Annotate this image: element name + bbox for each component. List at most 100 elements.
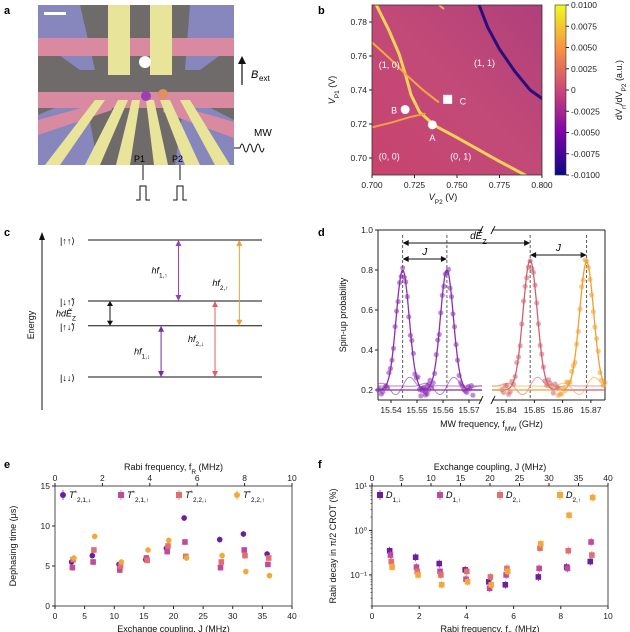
energy-level-label-0: |↑↑⟩ xyxy=(60,236,75,246)
panelE-data-point xyxy=(265,561,271,568)
d-data-point xyxy=(584,258,590,264)
transition-label-1: hf2,↑ xyxy=(212,278,228,292)
d-data-point xyxy=(579,284,585,290)
transition-label-0-part: 1,↑ xyxy=(159,272,168,279)
transition-label-2-part: hf xyxy=(134,346,143,356)
d-annotation-head-l-2 xyxy=(530,252,537,258)
d-data-point xyxy=(404,294,410,300)
panelF-legend-label-1-part: 1,↑ xyxy=(453,497,462,504)
d-data-point xyxy=(522,283,528,289)
axis-break-mark xyxy=(490,395,496,405)
panel-b-heatmap: (1, 0) (1, 1)(0, 0) (0, 1)ABC 0.700 0.725 0.… xyxy=(327,0,628,206)
panelF-data-point xyxy=(565,547,572,554)
panelE-top-axis-label: Rabi frequency, fR (MHz) xyxy=(124,462,223,476)
d-y-tick-label-0: 0.2 xyxy=(361,385,373,395)
d-y-tick-label-3: 0.8 xyxy=(361,265,373,275)
splitting-arrow-head-down xyxy=(107,320,113,326)
x-tick-label-1: 0.725 xyxy=(404,180,426,190)
panel-label-c: c xyxy=(4,227,10,239)
colorbar-tick-label-8: -0.0100 xyxy=(571,170,600,180)
panelF-top-tick-label-6: 30 xyxy=(544,473,554,483)
panelF-data-point xyxy=(537,545,543,551)
colorbar-label: dVrf/dVP2 (a.u.) xyxy=(614,60,628,120)
panelE-top-tick-label-1: 2 xyxy=(100,473,105,483)
y-tick-label-1: 0.72 xyxy=(350,119,367,129)
panelF-legend-label-3-part: D xyxy=(566,490,573,500)
panelE-y-axis-label: Dephasing time (μs) xyxy=(8,506,18,587)
splitting-label-part: Z xyxy=(72,315,76,322)
panel-c-energy-diagram: Energy|↑↑⟩|↓↑̃⟩|↑↓̃⟩|↓↓⟩hf1,↑hf2,↑hf1,↓h… xyxy=(26,232,262,410)
d-data-point xyxy=(569,368,575,375)
panelF-data-point xyxy=(487,574,494,580)
d-data-point xyxy=(400,265,406,271)
d-data-point xyxy=(430,380,436,386)
d-data-point xyxy=(504,382,510,389)
x-tick-label-0: 0.700 xyxy=(361,180,383,190)
axis-break-mark xyxy=(478,225,484,235)
d-data-point xyxy=(587,276,593,283)
y-tick-label-4: 0.78 xyxy=(350,17,367,27)
energy-axis-label: Energy xyxy=(26,310,36,339)
panelF-legend-label-3-part: 2,↑ xyxy=(573,497,582,504)
d-data-point xyxy=(519,321,525,327)
d-data-point xyxy=(574,341,580,347)
d-baseline-curve-3 xyxy=(492,376,606,396)
panelE-legend-label-1-part: T xyxy=(127,490,134,500)
d-data-point xyxy=(429,384,435,391)
y-tick-label-3: 0.76 xyxy=(350,51,367,61)
d-data-point xyxy=(537,342,543,349)
panelE-legend-label-1-part: * xyxy=(133,490,136,497)
d-annotation-label-1-part: J xyxy=(421,247,428,258)
transition-arrow-head-down-1 xyxy=(236,319,243,326)
panelE-data-point xyxy=(71,555,77,561)
panelE-x-tick-label-7: 35 xyxy=(258,611,268,621)
panel-f-rabi-decay-plot: 0 2 4 6 8 10 0 5 10 15 20 25 30 35 40 10⁻¹ 10⁰ 10¹ Rabi fr… xyxy=(328,462,613,632)
panelF-legend-label-2-part: 2,↓ xyxy=(513,497,522,504)
panelE-x-tick-label-0: 0 xyxy=(53,611,58,621)
energy-level-label-2: |↑↓̃⟩ xyxy=(60,322,75,332)
d-data-point xyxy=(447,285,453,291)
panelF-x-tick-label-3: 6 xyxy=(511,611,516,621)
panelE-data-point xyxy=(240,531,247,537)
transition-label-2: hf1,↓ xyxy=(134,346,150,360)
transition-label-0-part: hf xyxy=(151,266,160,276)
d-y-axis-label: Spin-up probability xyxy=(338,277,348,352)
panelF-data-point xyxy=(436,560,443,567)
d-annotation-head-r-1 xyxy=(440,256,447,262)
d-x-tick-label-4: 15.84 xyxy=(495,405,517,415)
panelF-data-point xyxy=(387,552,394,558)
panelF-x-tick-label-0: 0 xyxy=(370,611,375,621)
p2-label: P2 xyxy=(172,154,183,164)
d-x-tick-label-7: 15.87 xyxy=(580,405,602,415)
panelF-data-point xyxy=(438,572,444,578)
d-data-point xyxy=(594,336,600,342)
d-annotation-label-2-part: J xyxy=(555,243,562,254)
panelE-data-point xyxy=(117,563,124,569)
panelE-legend-label-2: T*2,2,↓ xyxy=(185,490,207,504)
panelF-legend-label-0: D1,↓ xyxy=(386,490,401,504)
transition-label-2-part: 1,↓ xyxy=(142,353,151,360)
d-data-point xyxy=(445,266,452,272)
d-data-point xyxy=(436,331,442,338)
d-x-tick-label-2: 15.56 xyxy=(432,405,454,415)
panelF-data-point xyxy=(413,564,420,570)
panelE-data-point xyxy=(183,555,190,561)
transition-label-3-part: 2,↓ xyxy=(196,341,205,348)
colorbar-tick-label-5: -0.0025 xyxy=(571,106,600,116)
transition-label-0: hf1,↑ xyxy=(151,266,167,280)
panelF-data-point xyxy=(588,539,594,545)
panelE-data-point xyxy=(265,555,272,561)
panelF-x-tick-label-1: 2 xyxy=(417,611,422,621)
transition-line-3 xyxy=(438,5,445,10)
x-axis-label: VP2 (V) xyxy=(429,192,457,206)
panelE-data-point xyxy=(182,539,188,545)
d-data-point xyxy=(415,374,421,380)
panelE-data-point xyxy=(69,564,76,571)
panelF-data-point xyxy=(536,565,542,572)
panelF-data-point xyxy=(502,581,509,588)
d-x-tick-label-5: 15.85 xyxy=(524,405,546,415)
d-data-point xyxy=(529,265,535,272)
y-axis-label-part: P1 xyxy=(334,90,341,98)
transition-arrow-head-up-0 xyxy=(175,240,182,246)
d-x-axis-label-part: MW xyxy=(505,426,517,433)
